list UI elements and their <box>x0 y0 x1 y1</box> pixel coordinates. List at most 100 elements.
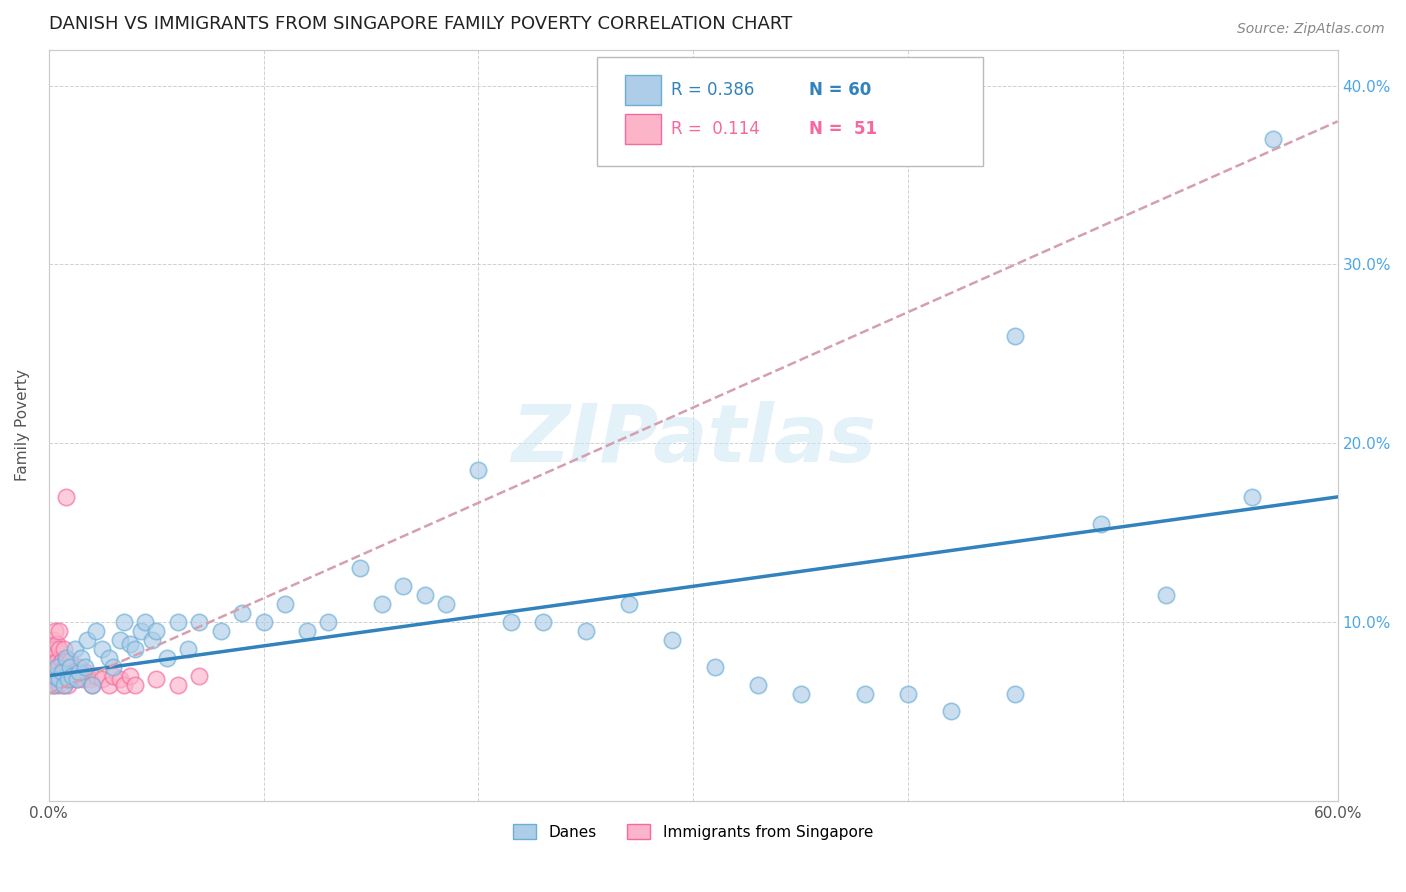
Point <box>42 632 65 647</box>
Point <box>51 665 73 680</box>
Point <box>413 588 436 602</box>
Point <box>52 659 75 673</box>
Point <box>91 641 114 656</box>
Point <box>370 597 392 611</box>
Point <box>145 624 167 638</box>
Text: N =  51: N = 51 <box>810 120 877 137</box>
Point <box>80 678 103 692</box>
Text: R =  0.114: R = 0.114 <box>671 120 761 137</box>
Point <box>44 624 66 638</box>
Text: R = 0.386: R = 0.386 <box>671 80 755 99</box>
Point <box>97 650 120 665</box>
Point <box>66 673 89 687</box>
Point <box>392 579 415 593</box>
Point <box>42 678 65 692</box>
Point <box>70 650 93 665</box>
Point <box>209 624 232 638</box>
Point <box>55 673 77 687</box>
FancyBboxPatch shape <box>624 75 661 104</box>
Point <box>67 659 90 673</box>
Point <box>39 678 62 692</box>
Point <box>177 641 200 656</box>
Point <box>44 641 66 656</box>
Point <box>108 632 131 647</box>
Point <box>1004 329 1026 343</box>
Point <box>134 615 156 629</box>
Point <box>853 687 876 701</box>
Point <box>55 654 77 668</box>
Point <box>80 678 103 692</box>
Point <box>51 654 73 668</box>
Point <box>156 650 179 665</box>
Point <box>44 669 66 683</box>
Point <box>897 687 920 701</box>
Point <box>56 673 79 687</box>
Point <box>703 659 725 673</box>
Point <box>63 669 86 683</box>
Point <box>1004 687 1026 701</box>
Point <box>166 678 188 692</box>
Point <box>60 669 83 683</box>
Point <box>46 654 69 668</box>
Legend: Danes, Immigrants from Singapore: Danes, Immigrants from Singapore <box>508 818 879 846</box>
Point <box>48 624 70 638</box>
Point <box>120 636 142 650</box>
Point <box>789 687 811 701</box>
Point <box>617 597 640 611</box>
FancyBboxPatch shape <box>624 113 661 144</box>
Point <box>46 636 69 650</box>
Y-axis label: Family Poverty: Family Poverty <box>15 369 30 482</box>
Point <box>1263 132 1285 146</box>
Point <box>48 673 70 687</box>
Point <box>103 659 125 673</box>
Point <box>467 463 489 477</box>
Point <box>76 632 98 647</box>
Point <box>120 669 142 683</box>
Point <box>39 641 62 656</box>
Point <box>42 650 65 665</box>
Point <box>97 678 120 692</box>
Point <box>499 615 522 629</box>
Point <box>141 632 163 647</box>
Point <box>747 678 769 692</box>
Point <box>84 624 107 638</box>
Text: ZIPatlas: ZIPatlas <box>510 401 876 479</box>
Point <box>75 659 97 673</box>
Point <box>188 669 211 683</box>
Point <box>51 669 73 683</box>
Point <box>60 665 83 680</box>
Point <box>52 678 75 692</box>
Point <box>52 641 75 656</box>
Point <box>55 650 77 665</box>
Point <box>188 615 211 629</box>
Point <box>75 665 97 680</box>
Point <box>51 673 73 687</box>
Point <box>575 624 598 638</box>
Point <box>531 615 554 629</box>
Text: N = 60: N = 60 <box>810 80 872 99</box>
Point <box>46 673 69 687</box>
Point <box>46 659 69 673</box>
Point <box>145 673 167 687</box>
Point <box>231 606 253 620</box>
Point <box>166 615 188 629</box>
Point <box>1090 516 1112 531</box>
Point <box>1154 588 1177 602</box>
Point <box>91 673 114 687</box>
Point <box>349 561 371 575</box>
Point <box>67 665 90 680</box>
Point <box>112 615 135 629</box>
Point <box>63 641 86 656</box>
Point <box>48 678 70 692</box>
Point <box>661 632 683 647</box>
Point <box>124 678 146 692</box>
Text: DANISH VS IMMIGRANTS FROM SINGAPORE FAMILY POVERTY CORRELATION CHART: DANISH VS IMMIGRANTS FROM SINGAPORE FAMI… <box>49 15 792 33</box>
Point <box>84 669 107 683</box>
Point <box>59 673 82 687</box>
Point <box>295 624 318 638</box>
Point <box>274 597 297 611</box>
Point <box>42 669 65 683</box>
Point <box>59 659 82 673</box>
Point <box>52 678 75 692</box>
Point <box>48 659 70 673</box>
